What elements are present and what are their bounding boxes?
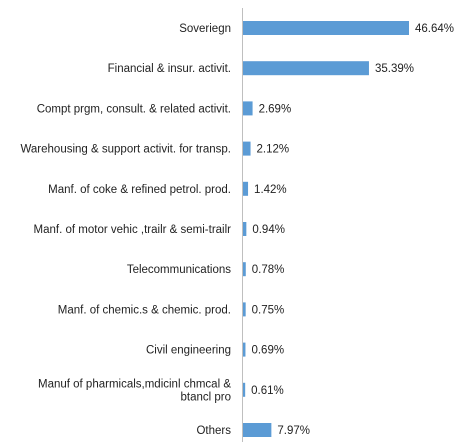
- value-label-2: 2.69%: [259, 103, 292, 115]
- bar-8: [243, 342, 246, 357]
- category-label-5: Manf. of motor vehic ,trailr & semi-trai…: [34, 224, 232, 236]
- value-label-10: 7.97%: [277, 425, 310, 437]
- bar-7: [243, 302, 246, 317]
- value-label-4: 1.42%: [254, 184, 287, 196]
- category-label-1: Financial & insur. activit.: [108, 63, 231, 75]
- bar-0: [243, 21, 409, 35]
- value-label-3: 2.12%: [257, 144, 290, 156]
- bar-9: [243, 382, 246, 397]
- bar-1: [243, 61, 369, 76]
- value-label-8: 0.69%: [251, 345, 284, 357]
- value-label-9: 0.61%: [251, 385, 284, 397]
- category-label-8: Civil engineering: [146, 345, 231, 357]
- category-label-2: Compt prgm, consult. & related activit.: [37, 103, 231, 115]
- value-label-5: 0.94%: [252, 224, 285, 236]
- category-label-6: Telecommunications: [127, 264, 231, 276]
- value-label-1: 35.39%: [375, 63, 414, 75]
- category-label-10: Others: [196, 425, 231, 437]
- value-label-7: 0.75%: [252, 304, 285, 316]
- bar-4: [243, 181, 249, 196]
- category-label-0: Soveriegn: [179, 23, 231, 35]
- labels-group: 46.64% Soveriegn 35.39% Financial & insur. …: [20, 23, 454, 437]
- bars-group: [243, 21, 409, 437]
- category-label-4: Manf. of coke & refined petrol. prod.: [48, 184, 231, 196]
- bar-3: [243, 141, 251, 156]
- bar-6: [243, 262, 246, 277]
- bar-10: [243, 423, 272, 437]
- category-label-7: Manf. of chemic.s & chemic. prod.: [58, 304, 231, 316]
- bar-2: [243, 101, 253, 116]
- category-label-3: Warehousing & support activit. for trans…: [20, 144, 231, 156]
- bar-5: [243, 222, 247, 236]
- value-label-6: 0.78%: [252, 264, 285, 276]
- category-label-9: Manuf of pharmicals,mdicinl chmcal & btan…: [38, 378, 231, 403]
- value-label-0: 46.64%: [415, 23, 454, 35]
